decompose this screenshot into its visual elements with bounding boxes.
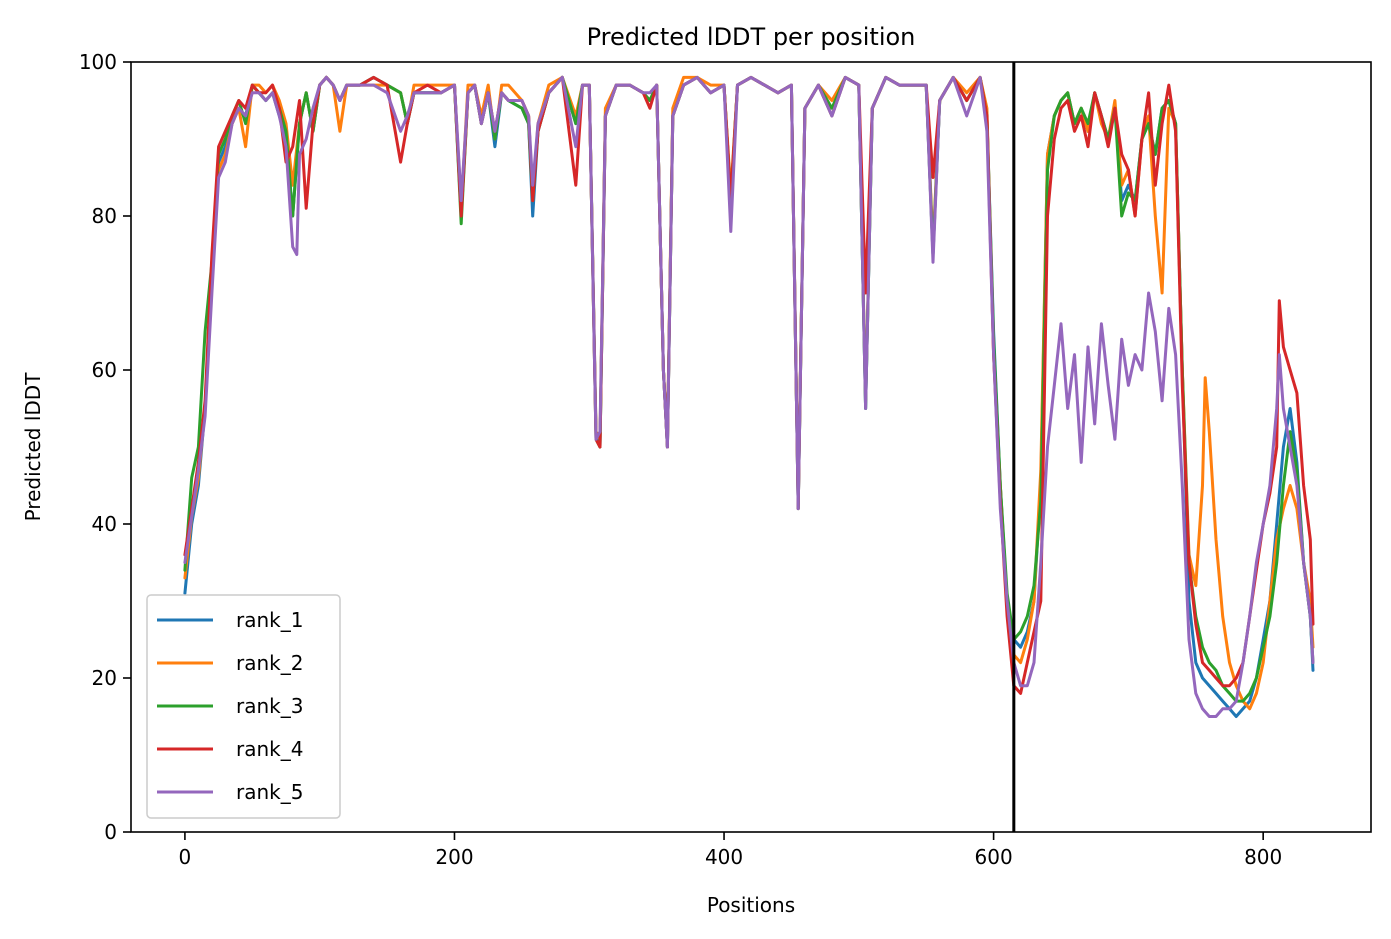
legend-label-rank-5: rank_5	[236, 780, 303, 804]
x-axis-label: Positions	[707, 893, 795, 917]
y-tick-label: 100	[79, 50, 117, 74]
legend-label-rank-1: rank_1	[236, 608, 303, 632]
legend-label-rank-2: rank_2	[236, 651, 303, 675]
x-tick-label: 400	[705, 845, 743, 869]
legend-box	[146, 594, 341, 819]
axes-frame	[130, 61, 1372, 833]
x-axis-ticks: 0 200 400 600 800	[179, 832, 1282, 869]
y-tick-label: 0	[104, 820, 117, 844]
x-tick-label: 0	[179, 845, 192, 869]
x-tick-label: 800	[1244, 845, 1282, 869]
y-axis-label: Predicted lDDT	[21, 372, 45, 522]
y-axis-ticks: 0 20 40 60 80 100	[79, 50, 131, 844]
plot-lines	[183, 75, 1315, 718]
y-tick-label: 80	[92, 204, 117, 228]
x-tick-label: 200	[435, 845, 473, 869]
chart-title: Predicted lDDT per position	[587, 23, 916, 51]
y-tick-label: 40	[92, 512, 117, 536]
x-tick-label: 600	[975, 845, 1013, 869]
series-line-rank-5	[183, 75, 1315, 718]
y-tick-label: 60	[92, 358, 117, 382]
legend-label-rank-4: rank_4	[236, 737, 303, 761]
y-tick-label: 20	[92, 666, 117, 690]
legend: rank_1 rank_2 rank_3 rank_4 rank_5	[146, 594, 341, 819]
legend-label-rank-3: rank_3	[236, 694, 303, 718]
legend-items: rank_1 rank_2 rank_3 rank_4 rank_5	[157, 608, 303, 804]
